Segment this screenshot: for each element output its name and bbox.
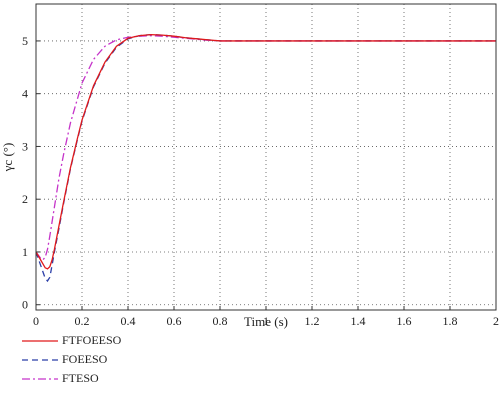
legend: FTFOEESO FOEESO FTESO	[22, 331, 121, 388]
legend-swatch-ftfoeeso	[22, 339, 58, 342]
legend-item-foeeso: FOEESO	[22, 350, 121, 369]
legend-label-ftfoeeso: FTFOEESO	[62, 333, 122, 347]
legend-label-foeeso: FOEESO	[62, 352, 108, 366]
x-tick-label: 1	[263, 314, 269, 328]
x-tick-label: 0.4	[121, 314, 136, 328]
grid-lines	[36, 4, 496, 310]
x-tick-label: 2	[493, 314, 499, 328]
series-layer	[35, 33, 496, 283]
x-tick-label: 1.4	[351, 314, 366, 328]
y-tick-label: 1	[22, 245, 28, 259]
x-tick-label: 0.2	[75, 314, 90, 328]
y-tick-label: 5	[22, 34, 28, 48]
x-tick-label: 1.6	[397, 314, 412, 328]
series-line-fteso	[35, 35, 496, 261]
legend-label-fteso: FTESO	[62, 371, 99, 385]
legend-item-ftfoeeso: FTFOEESO	[22, 331, 121, 350]
series-line-ftfoeeso	[35, 33, 496, 270]
y-tick-label: 0	[22, 298, 28, 312]
x-tick-label: 1.2	[305, 314, 320, 328]
y-axis-label: γc (°)	[0, 143, 15, 173]
tick-layer: 0 0.2 0.4 0.6 0.8 1 1.2 1.4 1.6 1.8 2 0 1 2 3 4 5	[22, 34, 499, 328]
y-tick-label: 4	[22, 87, 28, 101]
x-axis-label: Time (s)	[244, 314, 288, 329]
y-tick-label: 2	[22, 192, 28, 206]
x-tick-label: 0.6	[167, 314, 182, 328]
line-chart: 0 0.2 0.4 0.6 0.8 1 1.2 1.4 1.6 1.8 2 0 1 2 3 4 5 Time (…	[0, 3, 499, 329]
x-tick-label: 1.8	[443, 314, 458, 328]
y-tick-label: 3	[22, 139, 28, 153]
x-tick-label: 0.8	[213, 314, 228, 328]
legend-swatch-fteso	[22, 377, 58, 380]
legend-item-fteso: FTESO	[22, 369, 121, 388]
x-tick-label: 0	[33, 314, 39, 328]
legend-swatch-foeeso	[22, 358, 58, 361]
